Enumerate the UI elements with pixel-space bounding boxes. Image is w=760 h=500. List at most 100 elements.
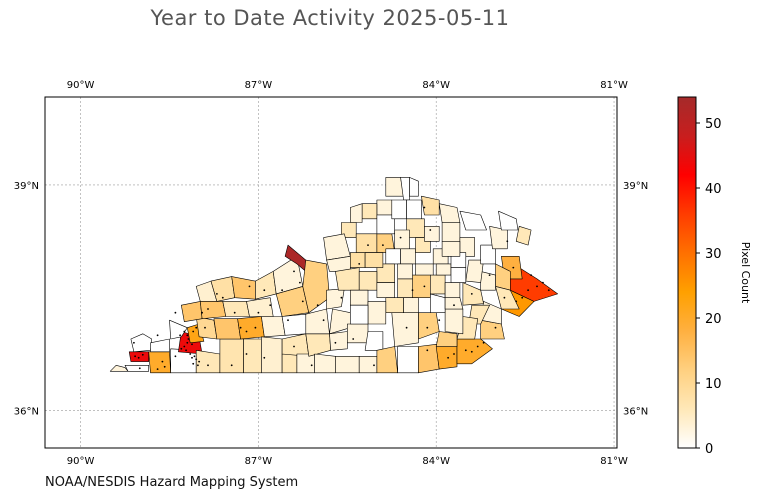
detection-point [399,236,402,239]
colorbar-scale [677,96,697,449]
county-lincoln [385,297,404,314]
detection-point [189,353,192,355]
county-mccreary [397,346,419,374]
detection-point [257,311,260,314]
detection-point [453,353,455,355]
county-cumberland [335,355,360,374]
county-spencer [349,252,366,268]
graticule [45,97,617,448]
credit-text: NOAA/NESDIS Hazard Mapping System [45,475,299,490]
detection-point [334,341,337,344]
detection-point [382,244,384,247]
county-clay [444,308,464,335]
detection-point [367,244,369,247]
county-russell [364,331,384,351]
detection-point [183,330,186,333]
map-tick-labels: 90°W 90°W 87°W 87°W 84°W 84°W 81°W 81°W 39°N 39°N… [14,80,648,467]
detection-point [174,355,177,358]
lat-tick-left: 39°N [14,181,39,192]
county-floyd [495,286,520,310]
county-washington [358,271,378,291]
county-hickman [124,364,149,372]
page-title: Year to Date Activity 2025-05-11 [150,6,510,30]
county-nelson [335,267,360,291]
detection-point [521,296,524,299]
detection-point [464,349,467,352]
county-woodford [385,248,401,265]
detection-point [423,206,426,209]
county-boyd [515,226,532,246]
county-pulaski [391,312,419,347]
detection-point [192,330,195,333]
county-rockcastle [403,297,419,314]
county-morgan [465,259,484,283]
detection-point [201,311,204,314]
detection-point [503,296,506,299]
county-knox [435,331,458,347]
county-powell [435,263,452,276]
lon-tick-top: 81°W [600,80,628,91]
county-warren [281,333,310,357]
detection-point [137,356,140,359]
county-christian [219,338,244,374]
detection-point [536,285,538,288]
detection-point [358,263,361,265]
county-laurel [418,312,440,340]
county-hardin [302,259,330,314]
detection-point [482,341,485,344]
county-edmonson [281,313,307,336]
detection-point [207,364,209,367]
colorbar-tick-label: 10 [705,377,722,392]
detection-point [141,353,144,356]
detection-point [411,289,414,292]
colorbar-tick-label: 40 [705,182,722,197]
county-simpson [281,353,298,374]
county-carlisle [128,351,149,362]
detection-point [207,308,209,310]
detection-point [156,368,159,370]
lon-tick-bottom: 87°W [245,456,273,467]
colorbar-tick-label: 0 [705,442,713,457]
county-barren [305,333,332,357]
detection-point [263,356,266,359]
detection-point [239,326,242,329]
detection-point [133,341,135,344]
lat-tick-left: 36°N [14,406,39,417]
county-adair [346,323,369,344]
detection-point [204,326,206,329]
detection-point [254,326,257,329]
detection-point [299,281,301,284]
detection-point [340,296,343,299]
county-garrard [397,278,413,299]
detection-point [310,364,313,367]
county-todd [243,338,262,374]
detection-point [197,364,199,367]
county-monroe [314,353,336,374]
detection-point [530,274,532,276]
lon-tick-bottom: 81°W [600,456,628,467]
detection-point [198,360,201,363]
detection-point [494,326,497,329]
colorbar-ticks: 0 10 20 30 40 50 [696,117,722,457]
county-wayne [376,346,399,374]
county-magoffin [480,271,496,291]
county-jackson [429,293,446,314]
detection-point [183,345,186,348]
detection-point [245,330,248,333]
detection-point [429,229,432,231]
detection-point [233,311,236,314]
county-ohio [246,297,274,317]
county-gallatin [376,199,393,216]
county-mason [438,203,461,223]
detection-point [186,334,189,337]
detection-point [373,364,375,367]
detection-point [174,311,177,314]
county-marion [349,289,369,306]
colorbar-tick-label: 20 [705,312,722,327]
county-daviess [231,276,256,300]
detection-point [191,343,193,346]
detection-point [506,240,509,243]
detection-point [263,289,266,292]
county-fayette [400,248,416,265]
